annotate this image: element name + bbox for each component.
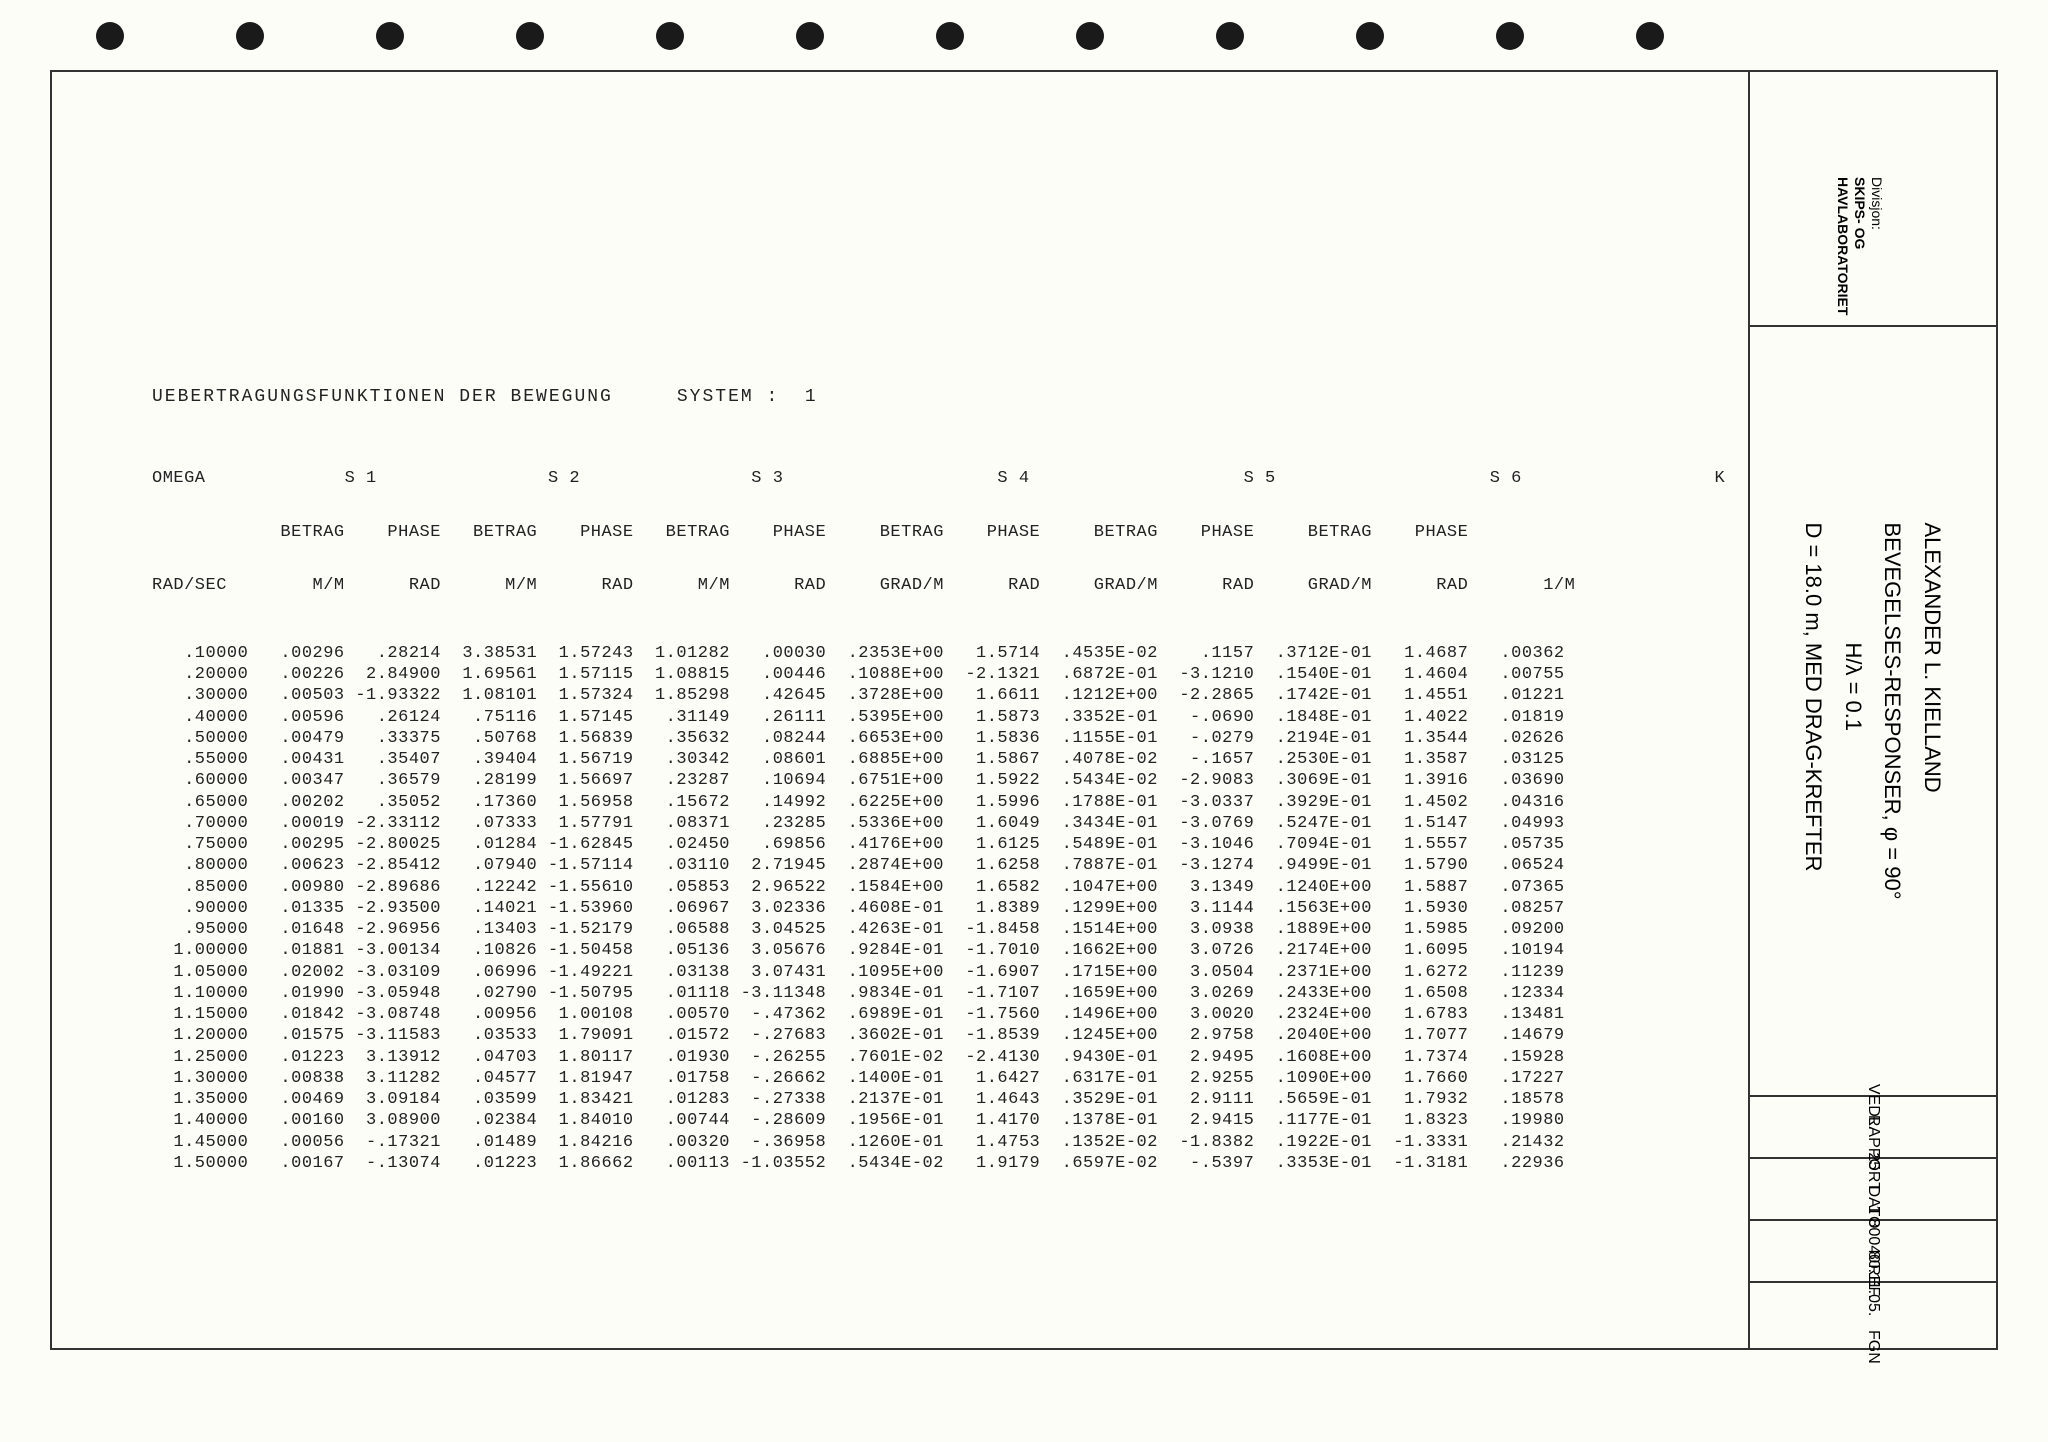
hole (796, 22, 824, 50)
header-row-2: BETRAG PHASE BETRAG PHASE BETRAG PHASE B… (152, 524, 1725, 542)
title-block-header: Divisjon: SKIPS- OGHAVLABORATORIET (1750, 72, 1996, 327)
hole (236, 22, 264, 50)
division-value: SKIPS- OGHAVLABORATORIET (1835, 177, 1868, 315)
title-line3: H/λ = 0.1 (1833, 522, 1873, 899)
hole (1216, 22, 1244, 50)
hole (1356, 22, 1384, 50)
ref-label: REF. (1865, 1264, 1882, 1299)
title-block-footer: VEDL. 25 RAPPORT 1 80040 DATO 80.11.05. (1750, 1097, 1996, 1350)
ref: REF. FGN (1864, 1264, 1882, 1364)
table-content: UEBERTRAGUNGSFUNKTIONEN DER BEWEGUNG SYS… (152, 352, 1725, 1210)
hole (936, 22, 964, 50)
ref-cell: REF. FGN (1750, 1283, 1996, 1345)
ref-value: FGN (1865, 1330, 1882, 1364)
hole (516, 22, 544, 50)
header-row-3: RAD/SEC M/M RAD M/M RAD M/M RAD GRAD/M R… (152, 577, 1725, 595)
title-block: Divisjon: SKIPS- OGHAVLABORATORIET ALEXA… (1748, 70, 1998, 1350)
hole (656, 22, 684, 50)
hole (96, 22, 124, 50)
main-frame: UEBERTRAGUNGSFUNKTIONEN DER BEWEGUNG SYS… (50, 70, 1750, 1350)
table-title: UEBERTRAGUNGSFUNKTIONEN DER BEWEGUNG SYS… (152, 388, 1725, 407)
division-label: Divisjon: SKIPS- OGHAVLABORATORIET (1835, 177, 1885, 315)
rapport-label: RAPPORT (1865, 1115, 1882, 1192)
page: UEBERTRAGUNGSFUNKTIONEN DER BEWEGUNG SYS… (0, 0, 2048, 1442)
binder-holes (0, 22, 1760, 62)
title-line4: D = 18.0 m, MED DRAG-KREFTER (1794, 522, 1834, 899)
division-label-text: Divisjon: (1869, 177, 1885, 230)
header-row-1: OMEGA S 1 S 2 S 3 S 4 S 5 S 6 K (152, 470, 1725, 488)
hole (1636, 22, 1664, 50)
hole (1496, 22, 1524, 50)
dato-label: DATO (1865, 1186, 1882, 1229)
title-block-text: ALEXANDER L. KIELLAND BEVEGELSES-RESPONS… (1794, 522, 1952, 899)
hole (376, 22, 404, 50)
hole (1076, 22, 1104, 50)
title-line1: ALEXANDER L. KIELLAND (1913, 522, 1953, 899)
data-rows: .10000 .00296 .28214 3.38531 1.57243 1.0… (152, 643, 1725, 1174)
title-line2: BEVEGELSES-RESPONSER, φ = 90° (1873, 522, 1913, 899)
title-block-main: ALEXANDER L. KIELLAND BEVEGELSES-RESPONS… (1750, 327, 1996, 1097)
